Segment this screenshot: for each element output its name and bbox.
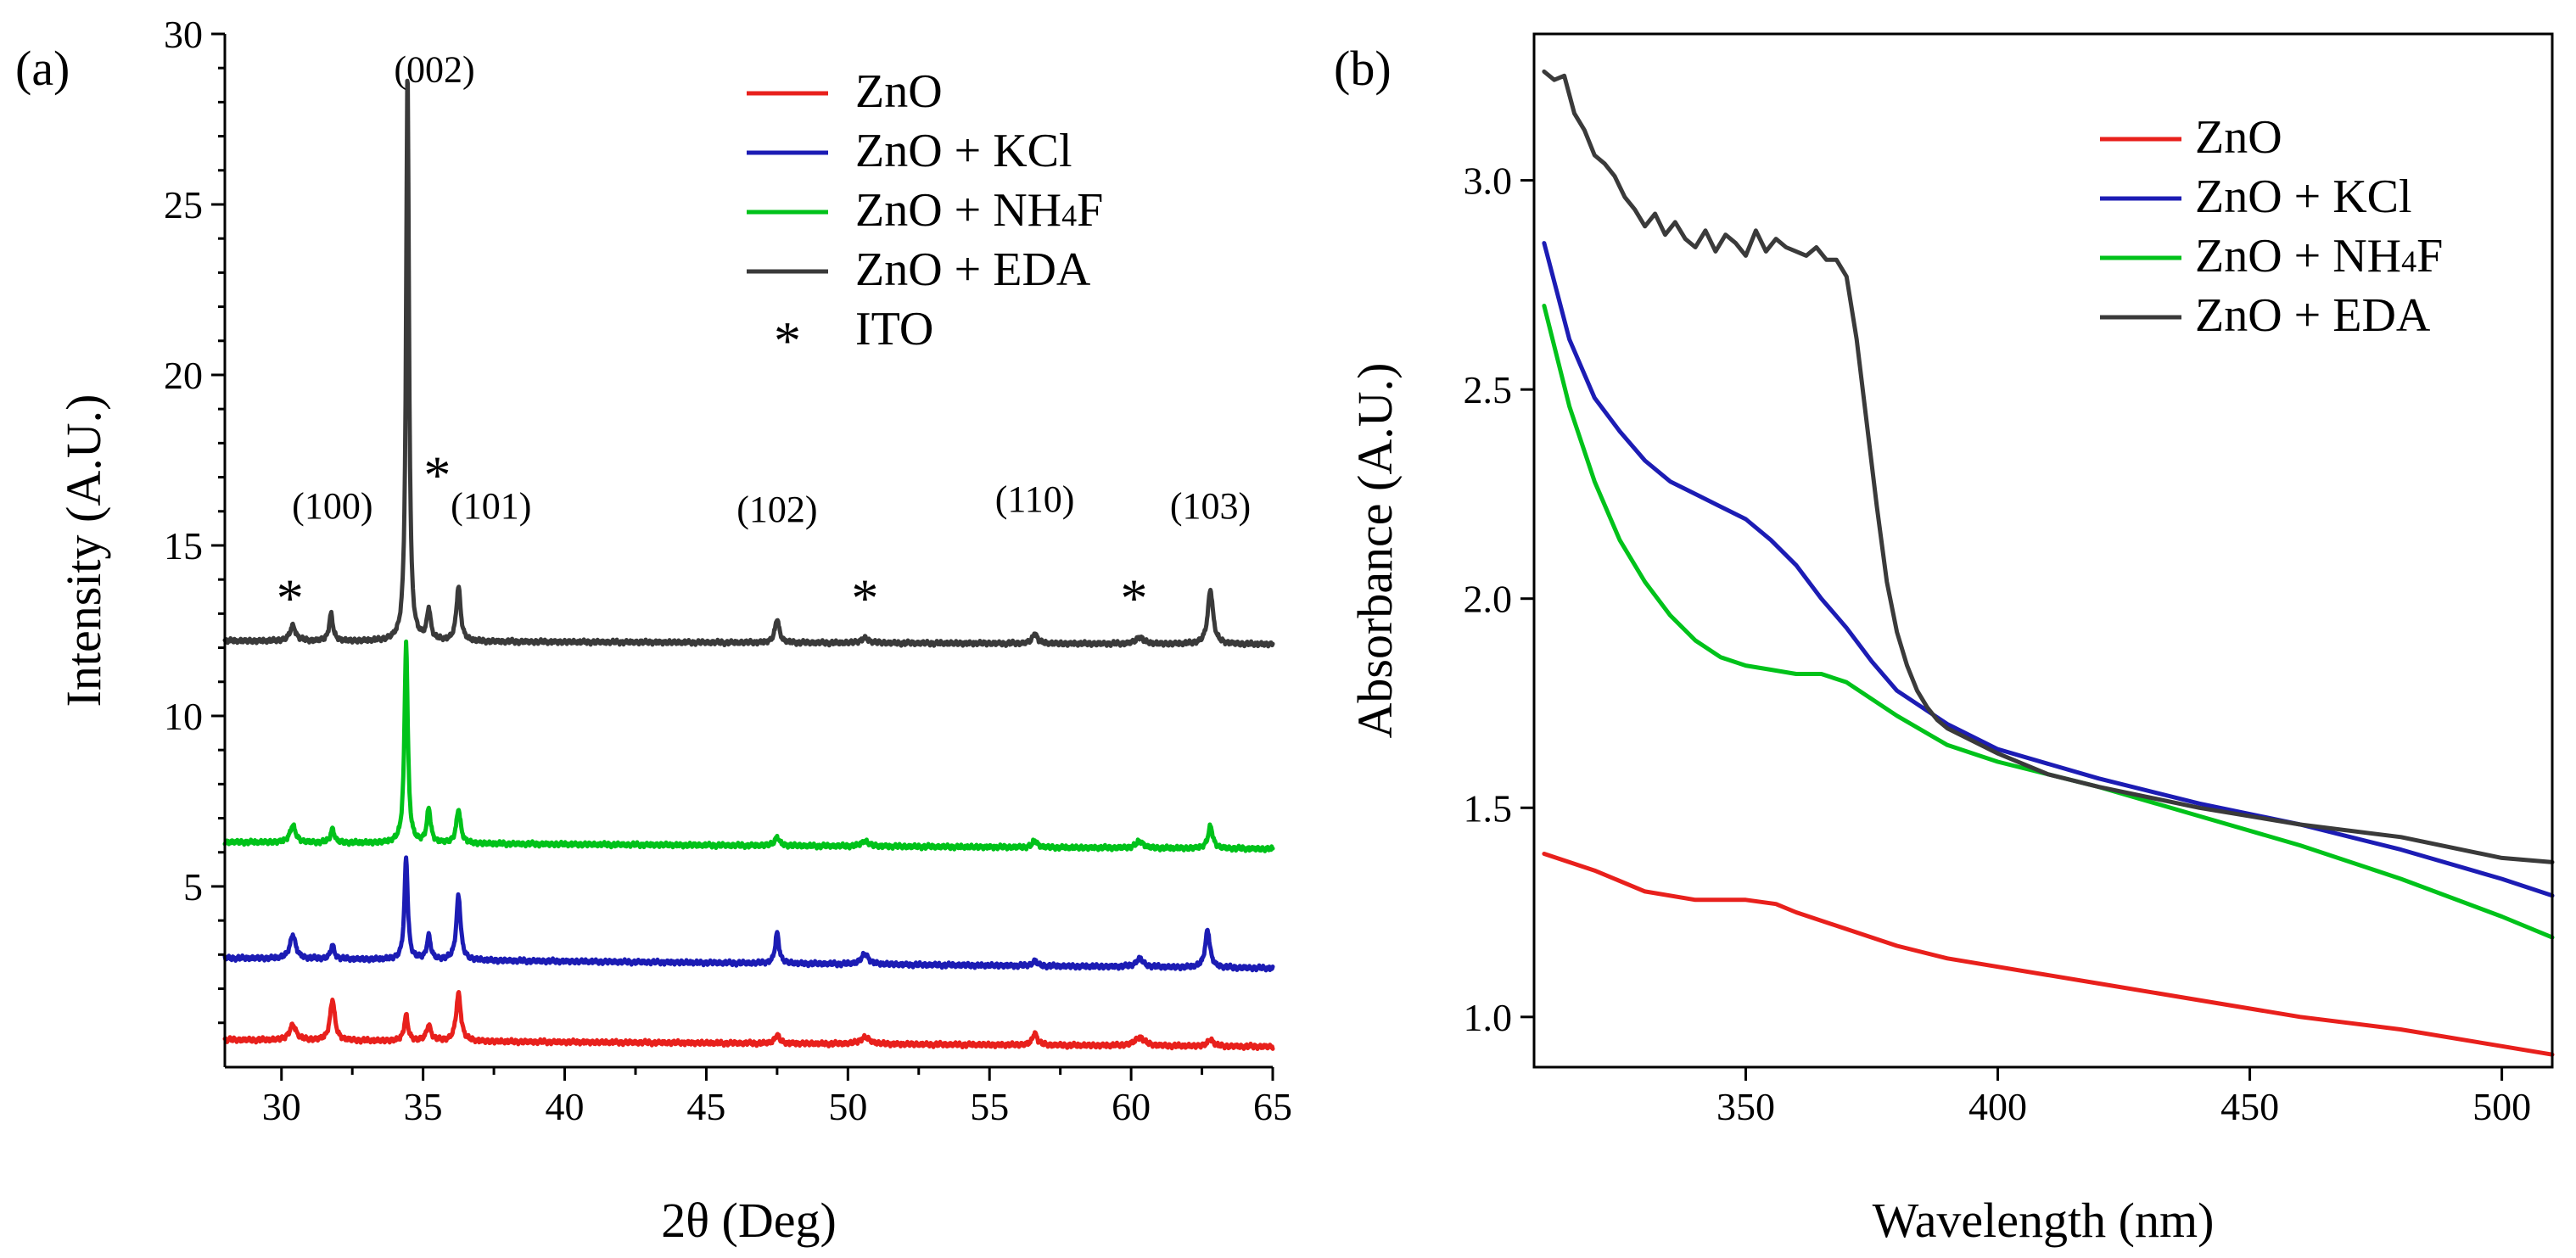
y-tick-label-10: 10 xyxy=(164,695,203,738)
x-tick-label-50: 50 xyxy=(828,1085,867,1128)
legend-label-zno-eda: ZnO + EDA xyxy=(855,243,1091,296)
series-line-zno xyxy=(222,990,1275,1051)
series-line-zno-nh4f xyxy=(1542,304,2555,940)
panel-a-xrd-chart: 30 35 40 45 50 55 60 65 5 10 15 20 25 30 2θ (Deg) Inten… xyxy=(15,13,1292,1248)
series-line-zno-kcl xyxy=(1542,241,2555,898)
ito-star-marker: * xyxy=(277,567,304,628)
series-line-zno-eda xyxy=(1542,69,2555,864)
legend-label-zno-nh4f: ZnO + NH4F xyxy=(855,184,1103,237)
subscript-4: 4 xyxy=(2401,244,2416,278)
y-tick-label-1: 1.0 xyxy=(1464,996,1513,1039)
legend-label-zno: ZnO xyxy=(2195,111,2282,164)
y-tick-label-25: 25 xyxy=(164,183,203,226)
plot-frame xyxy=(1532,32,2554,1069)
x-tick-label-40: 40 xyxy=(546,1085,585,1128)
legend-label-zno-kcl: ZnO + KCl xyxy=(2195,171,2412,223)
x-axis-label: Wavelength (nm) xyxy=(1873,1193,2215,1248)
x-tick-label-60: 60 xyxy=(1112,1085,1151,1128)
y-tick-label-1.5: 1.5 xyxy=(1464,786,1513,830)
x-tick-label-400: 400 xyxy=(1968,1085,2027,1128)
x-tick-label-30: 30 xyxy=(262,1085,301,1128)
x-tick-label-500: 500 xyxy=(2472,1085,2531,1128)
legend-swatch-ito-star: * xyxy=(774,310,801,371)
peak-label-102: (102) xyxy=(736,489,817,530)
subscript-4: 4 xyxy=(1061,198,1077,232)
legend-label-zno-eda: ZnO + EDA xyxy=(2195,289,2431,342)
y-axis-label: Absorbance (A.U.) xyxy=(1347,363,1403,739)
peak-label-103: (103) xyxy=(1170,485,1251,527)
x-tick-label-350: 350 xyxy=(1716,1085,1775,1128)
peak-label-100: (100) xyxy=(292,485,372,527)
panel-label-a: (a) xyxy=(15,41,70,96)
legend-label-ito: ITO xyxy=(855,303,933,355)
legend-label-zno: ZnO xyxy=(855,65,943,118)
y-tick-label-3: 3.0 xyxy=(1464,159,1513,203)
y-tick-label-2: 2.0 xyxy=(1464,578,1513,621)
peak-label-110: (110) xyxy=(995,478,1075,520)
series-line-zno xyxy=(1542,852,2555,1057)
y-tick-label-20: 20 xyxy=(164,354,203,397)
x-tick-label-45: 45 xyxy=(686,1085,725,1128)
y-axis-label: Intensity (A.U.) xyxy=(56,394,111,707)
x-tick-label-55: 55 xyxy=(970,1085,1009,1128)
y-tick-label-30: 30 xyxy=(164,13,203,56)
x-tick-label-35: 35 xyxy=(404,1085,443,1128)
panel-b-absorbance-chart: 350 400 450 500 1.0 1.5 2.0 2.5 3.0 Wavelength (n… xyxy=(1334,32,2555,1248)
legend-label-zno-nh4f: ZnO + NH4F xyxy=(2195,230,2443,282)
ito-star-marker: * xyxy=(851,567,878,628)
ito-star-marker: * xyxy=(423,445,451,506)
y-tick-label-5: 5 xyxy=(183,865,203,909)
legend-label-zno-kcl: ZnO + KCl xyxy=(855,125,1072,177)
y-tick-label-15: 15 xyxy=(164,524,203,567)
y-tick-label-2.5: 2.5 xyxy=(1464,368,1513,411)
series-line-zno-eda xyxy=(222,78,1275,649)
ito-star-marker: * xyxy=(1120,567,1147,628)
peak-label-002: (002) xyxy=(394,48,474,90)
panel-label-b: (b) xyxy=(1334,41,1392,96)
x-tick-label-65: 65 xyxy=(1253,1085,1292,1128)
peak-label-101: (101) xyxy=(451,485,531,527)
x-tick-label-450: 450 xyxy=(2220,1085,2279,1128)
x-axis-label: 2θ (Deg) xyxy=(661,1193,837,1248)
series-line-zno-nh4f xyxy=(222,639,1275,853)
series-line-zno-kcl xyxy=(222,855,1275,973)
